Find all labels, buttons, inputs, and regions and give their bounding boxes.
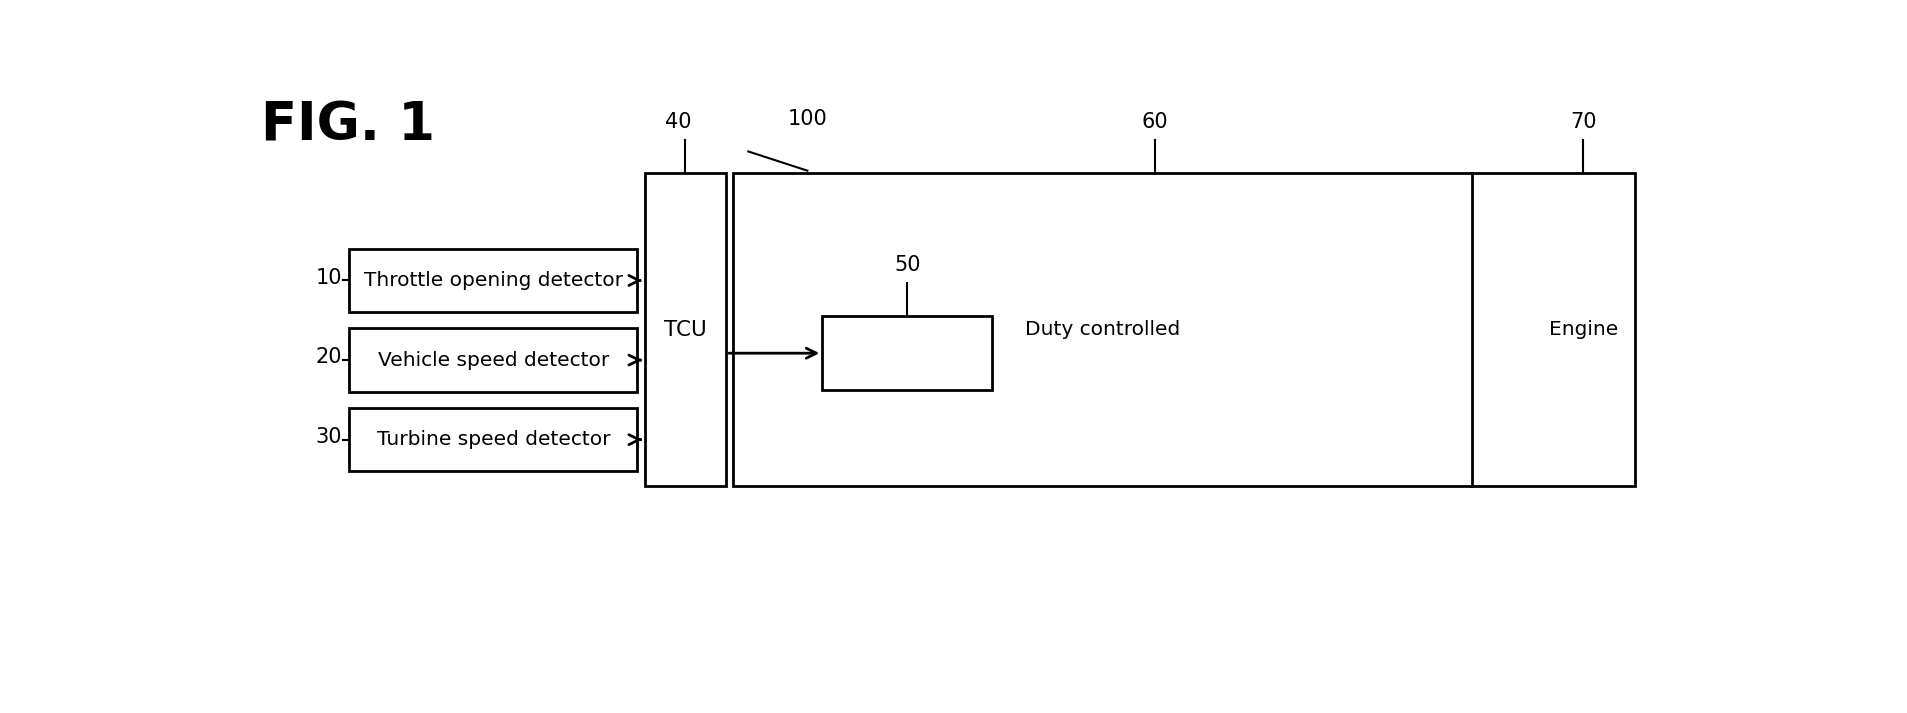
Text: 60: 60: [1142, 112, 1167, 132]
Text: 30: 30: [315, 427, 341, 447]
Text: Turbine speed detector: Turbine speed detector: [376, 430, 610, 449]
Text: Engine: Engine: [1548, 320, 1617, 339]
Text: Throttle opening detector: Throttle opening detector: [364, 271, 624, 290]
Text: 100: 100: [788, 110, 828, 130]
Text: TCU: TCU: [664, 320, 707, 340]
Bar: [349, 329, 637, 391]
Text: Duty controlled: Duty controlled: [1026, 320, 1180, 339]
Text: 20: 20: [315, 347, 341, 367]
Text: 50: 50: [894, 255, 921, 275]
Bar: [349, 408, 637, 471]
Text: 70: 70: [1569, 112, 1596, 132]
Bar: [734, 173, 1634, 486]
Bar: [349, 249, 637, 312]
Text: Actuator: Actuator: [864, 344, 950, 363]
Text: 40: 40: [666, 112, 692, 132]
Text: Vehicle speed detector: Vehicle speed detector: [378, 351, 608, 369]
Text: FIG. 1: FIG. 1: [261, 99, 435, 151]
Bar: [822, 316, 992, 390]
Bar: [645, 173, 727, 486]
Text: 10: 10: [315, 267, 341, 288]
